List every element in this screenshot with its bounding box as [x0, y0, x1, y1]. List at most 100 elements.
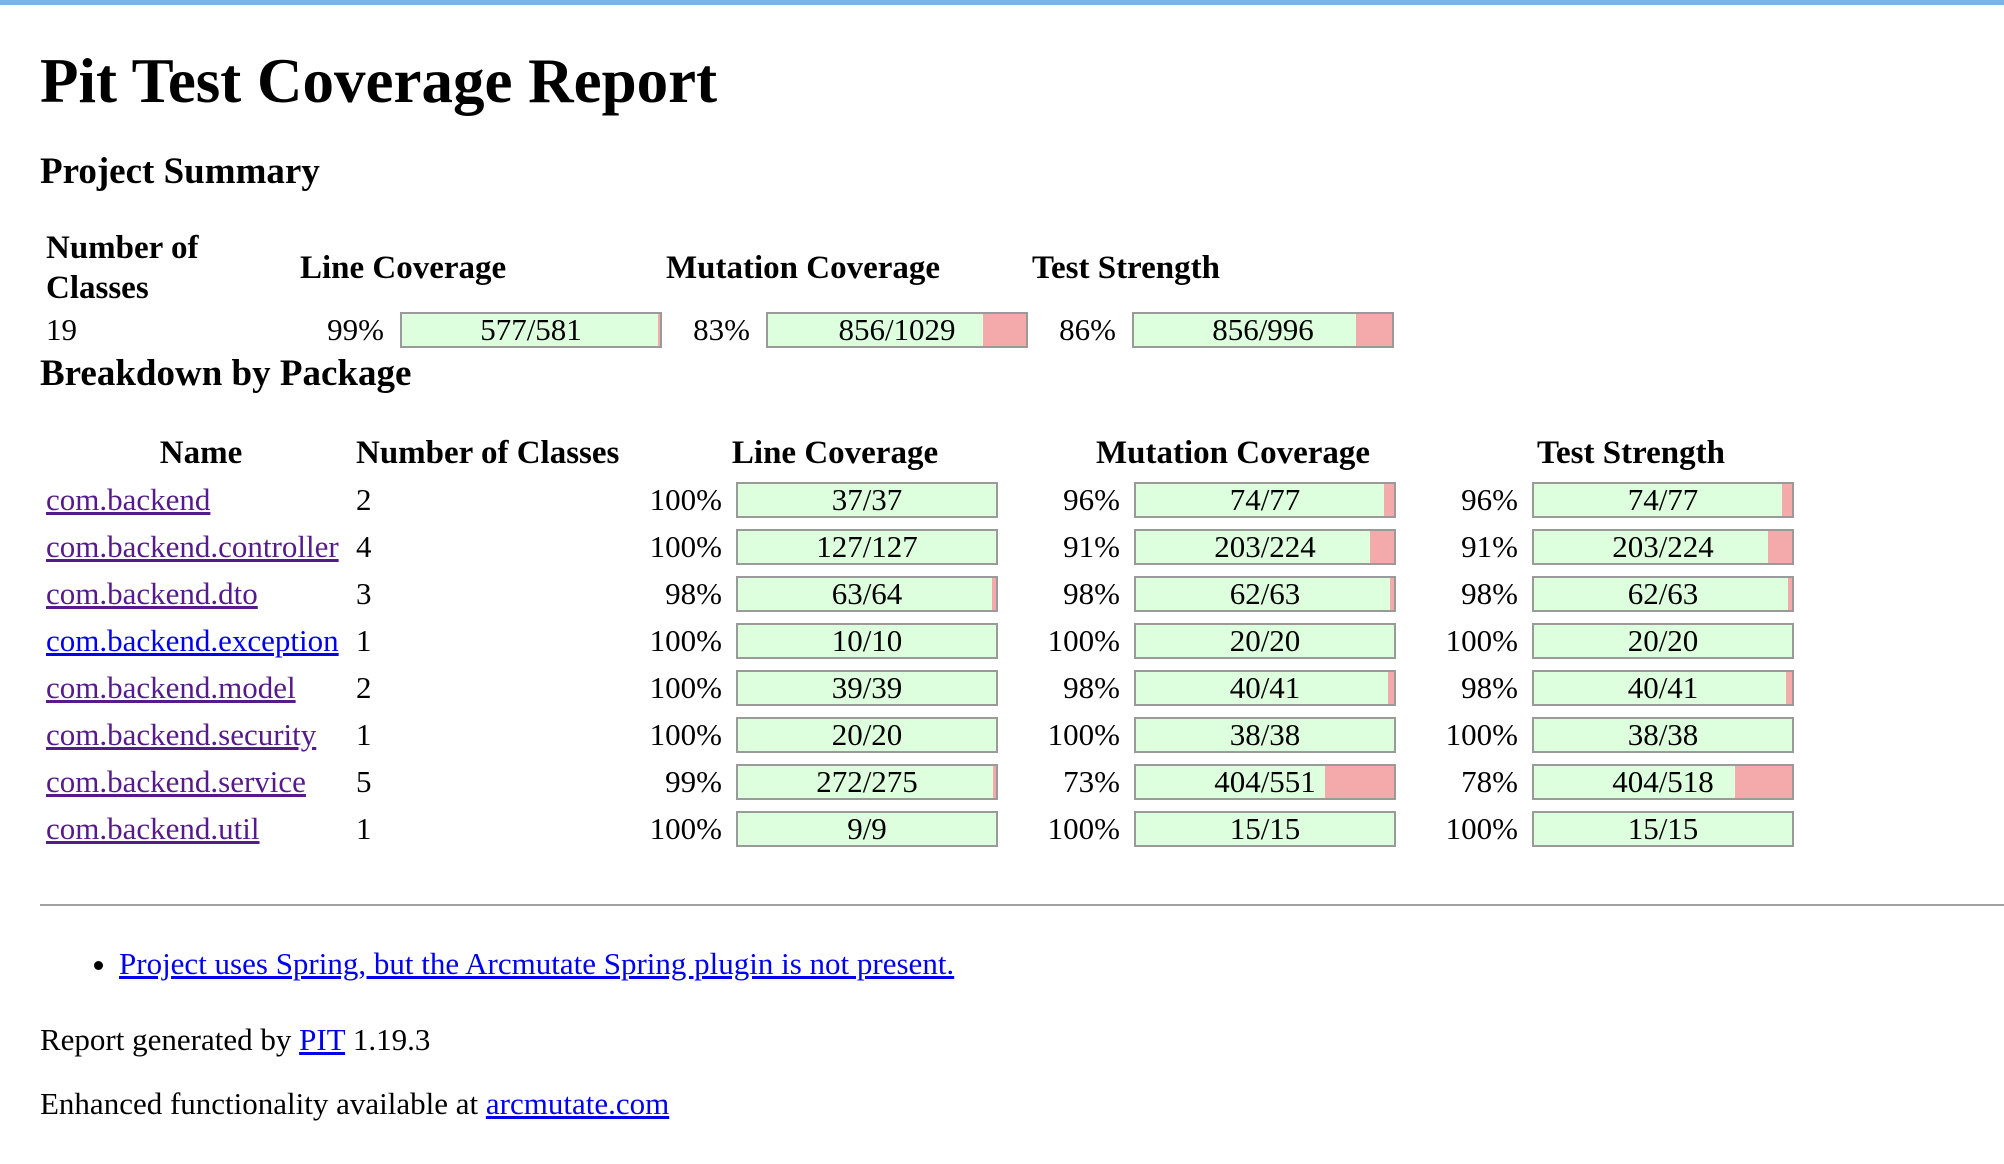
test-strength-bar: 203/224: [1532, 528, 1794, 565]
summary-mutation-coverage-label: 856/1029: [838, 312, 956, 347]
package-class-count: 3: [356, 575, 372, 611]
mutation-coverage-percent: 100%: [1047, 716, 1120, 752]
table-row: com.backend 2 100% 37/37 96% 74/77 96% 74/77: [46, 476, 1830, 523]
summary-header-line: Line Coverage: [300, 250, 507, 286]
coverage-fill: [1534, 530, 1768, 563]
mutation-coverage-percent: 100%: [1047, 810, 1120, 846]
mutation-coverage-bar: 203/224: [1134, 528, 1396, 565]
line-coverage-label: 272/275: [816, 763, 918, 799]
coverage-fill: [1136, 671, 1388, 704]
package-class-count: 4: [356, 528, 372, 564]
test-strength-percent: 78%: [1461, 763, 1518, 799]
coverage-fill: [738, 718, 996, 751]
line-coverage-label: 37/37: [831, 481, 903, 517]
package-link[interactable]: com.backend.model: [46, 669, 296, 705]
test-strength-label: 20/20: [1627, 622, 1699, 658]
package-class-count: 1: [356, 622, 372, 658]
header-classes: Number of Classes: [356, 435, 620, 471]
coverage-fill: [1136, 577, 1390, 610]
mutation-coverage-bar: 15/15: [1134, 810, 1396, 847]
spring-plugin-link[interactable]: Project uses Spring, but the Arcmutate S…: [119, 946, 955, 981]
test-strength-label: 203/224: [1612, 528, 1714, 564]
line-coverage-label: 9/9: [847, 810, 887, 846]
package-class-count: 2: [356, 669, 372, 705]
package-link[interactable]: com.backend.service: [46, 763, 306, 799]
header-test-strength: Test Strength: [1537, 435, 1725, 471]
package-breakdown-table: Name Number of Classes Line Coverage Mut…: [46, 430, 1830, 852]
mutation-coverage-bar: 40/41: [1134, 669, 1396, 706]
mutation-coverage-bar: 74/77: [1134, 481, 1396, 518]
mutation-coverage-label: 40/41: [1229, 669, 1301, 705]
list-item: Project uses Spring, but the Arcmutate S…: [119, 942, 954, 986]
coverage-fill: [1534, 671, 1786, 704]
mutation-coverage-percent: 98%: [1063, 669, 1120, 705]
summary-test-strength-bar: 856/996: [1132, 312, 1394, 348]
package-link[interactable]: com.backend: [46, 481, 211, 517]
summary-header-mutation: Mutation Coverage: [666, 250, 941, 286]
test-strength-bar: 404/518: [1532, 763, 1794, 800]
test-strength-percent: 98%: [1461, 575, 1518, 611]
test-strength-bar: 74/77: [1532, 481, 1794, 518]
pit-link[interactable]: PIT: [299, 1022, 346, 1057]
line-coverage-bar: 63/64: [736, 575, 998, 612]
window-top-border: [0, 0, 2004, 5]
line-coverage-percent: 100%: [649, 669, 722, 705]
generated-by-line: Report generated by PIT 1.19.3: [40, 1018, 430, 1062]
test-strength-percent: 100%: [1445, 716, 1518, 752]
package-link[interactable]: com.backend.util: [46, 810, 260, 846]
test-strength-label: 15/15: [1627, 810, 1699, 846]
package-link[interactable]: com.backend.controller: [46, 528, 339, 564]
coverage-fill: [738, 483, 996, 516]
header-mutation-coverage: Mutation Coverage: [1095, 435, 1371, 471]
line-coverage-label: 20/20: [831, 716, 903, 752]
coverage-fill: [738, 812, 996, 845]
test-strength-bar: 40/41: [1532, 669, 1794, 706]
table-row: com.backend.exception 1 100% 10/10 100% 20/20…: [46, 617, 1830, 664]
project-summary-heading: Project Summary: [40, 151, 320, 192]
test-strength-percent: 96%: [1461, 481, 1518, 517]
summary-mutation-percent: 83%: [693, 312, 750, 347]
package-class-count: 2: [356, 481, 372, 517]
coverage-fill: [1136, 483, 1384, 516]
mutation-coverage-percent: 73%: [1063, 763, 1120, 799]
mutation-coverage-percent: 100%: [1047, 622, 1120, 658]
summary-line-coverage-label: 577/581: [480, 312, 582, 347]
project-summary-table: Number of Classes Line Coverage Mutation…: [46, 228, 1398, 352]
summary-test-strength-label: 856/996: [1212, 312, 1314, 347]
coverage-fill: [768, 314, 983, 346]
divider: [40, 904, 2004, 906]
generated-by-text: Report generated by: [40, 1022, 300, 1057]
line-coverage-percent: 98%: [665, 575, 722, 611]
table-row: com.backend.controller 4 100% 127/127 91% 203…: [46, 523, 1830, 570]
enhanced-text: Enhanced functionality available at: [40, 1086, 486, 1121]
mutation-coverage-label: 404/551: [1214, 763, 1316, 799]
package-link[interactable]: com.backend.dto: [46, 575, 258, 611]
mutation-coverage-label: 203/224: [1214, 528, 1316, 564]
coverage-fill: [402, 314, 659, 346]
test-strength-label: 404/518: [1612, 763, 1714, 799]
summary-header-classes: Number of Classes: [46, 230, 199, 306]
summary-strength-percent: 86%: [1059, 312, 1116, 347]
package-class-count: 5: [356, 763, 372, 799]
arcmutate-link[interactable]: arcmutate.com: [485, 1086, 670, 1121]
coverage-fill: [738, 671, 996, 704]
package-link[interactable]: com.backend.exception: [46, 622, 339, 658]
coverage-fill: [1534, 624, 1792, 657]
coverage-fill: [1136, 812, 1394, 845]
table-row: com.backend.model 2 100% 39/39 98% 40/41 98% 40…: [46, 664, 1830, 711]
coverage-fill: [1136, 624, 1394, 657]
test-strength-label: 74/77: [1627, 481, 1699, 517]
mutation-coverage-label: 20/20: [1229, 622, 1301, 658]
line-coverage-bar: 9/9: [736, 810, 998, 847]
test-strength-label: 40/41: [1627, 669, 1699, 705]
summary-mutation-coverage-bar: 856/1029: [766, 312, 1028, 348]
line-coverage-percent: 100%: [649, 622, 722, 658]
test-strength-label: 62/63: [1627, 575, 1699, 611]
coverage-fill: [1534, 812, 1792, 845]
mutation-coverage-bar: 38/38: [1134, 716, 1396, 753]
table-row: com.backend.service 5 99% 272/275 73% 404/551…: [46, 758, 1830, 805]
header-line-coverage: Line Coverage: [731, 435, 939, 471]
package-link[interactable]: com.backend.security: [46, 716, 317, 752]
coverage-fill: [1534, 577, 1788, 610]
line-coverage-bar: 39/39: [736, 669, 998, 706]
